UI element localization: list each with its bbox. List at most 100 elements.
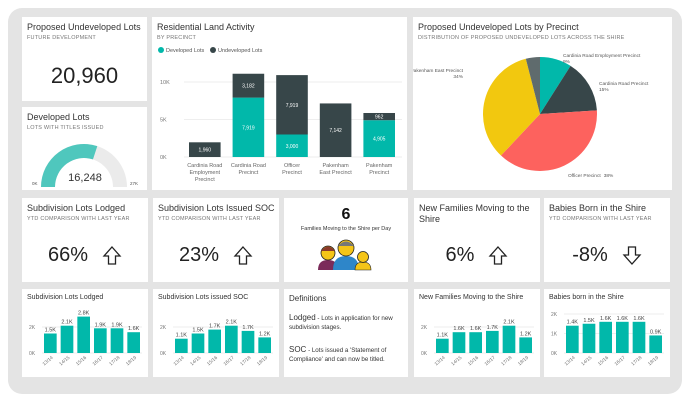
developed-lots-gauge-card[interactable]: Developed Lots LOTS WITH TITLES ISSUED 1… bbox=[22, 107, 147, 190]
legend-undeveloped-swatch bbox=[210, 47, 216, 53]
data-label: 1.5K bbox=[45, 328, 57, 334]
card-title: Developed Lots bbox=[27, 112, 90, 122]
bar[interactable] bbox=[208, 329, 221, 353]
data-label: 2.8K bbox=[78, 311, 90, 317]
x-tick: 14/15 bbox=[189, 355, 202, 368]
bar[interactable] bbox=[616, 321, 629, 353]
bar[interactable] bbox=[582, 323, 596, 353]
bar[interactable] bbox=[127, 332, 140, 353]
data-label: 1.7K bbox=[242, 325, 254, 331]
mini-bar-chart[interactable]: Subdivision Lots Lodged 0K 2K 1.5K 13/14 2.1K… bbox=[22, 289, 148, 377]
gauge-min: 0K bbox=[32, 181, 38, 186]
family-icon bbox=[318, 239, 372, 271]
data-label: 4,905 bbox=[373, 137, 386, 143]
bar[interactable] bbox=[191, 333, 205, 354]
bar-segment[interactable] bbox=[363, 120, 395, 157]
bar[interactable] bbox=[566, 325, 579, 353]
chart-title: Subdivision Lots issued SOC bbox=[158, 294, 249, 301]
bar[interactable] bbox=[241, 330, 255, 353]
pie-slice[interactable] bbox=[540, 65, 597, 114]
pie-slice[interactable] bbox=[483, 58, 540, 156]
pie-slice[interactable] bbox=[540, 57, 571, 114]
bar[interactable] bbox=[77, 316, 90, 353]
bar[interactable] bbox=[632, 321, 646, 353]
bar[interactable] bbox=[175, 338, 188, 353]
y-tick: 0K bbox=[160, 351, 167, 357]
x-tick: 18/19 bbox=[647, 355, 660, 368]
data-label: 1.5K bbox=[583, 318, 595, 324]
bar[interactable] bbox=[452, 332, 466, 353]
y-tick: 10K bbox=[160, 80, 170, 86]
legend-developed-swatch bbox=[158, 47, 164, 53]
bar[interactable] bbox=[94, 328, 107, 353]
data-label: 3,000 bbox=[286, 144, 299, 150]
x-tick: 15/16 bbox=[597, 355, 610, 368]
x-tick: 14/15 bbox=[450, 355, 463, 368]
mini-bar-chart[interactable]: Subdivision Lots issued SOC 0K 2K 1.1K 13/14… bbox=[153, 289, 279, 377]
bar-segment[interactable] bbox=[363, 112, 395, 121]
data-label: 1.6K bbox=[128, 326, 140, 332]
bar[interactable] bbox=[649, 335, 662, 353]
mini-bar-chart[interactable]: New Families Moving to the Shire 0K 2K 1.1K… bbox=[414, 289, 540, 377]
y-tick: 2K bbox=[160, 325, 167, 331]
bar[interactable] bbox=[486, 330, 499, 353]
x-tick: 15/16 bbox=[467, 355, 480, 368]
bar[interactable] bbox=[258, 337, 271, 353]
x-tick: 14/15 bbox=[580, 355, 593, 368]
mini-bar-chart[interactable]: Babies born in the Shire 0K 1K 2K 1.4K 13/14 1… bbox=[544, 289, 670, 377]
pie-slice[interactable] bbox=[500, 110, 597, 172]
bar-segment[interactable] bbox=[276, 75, 308, 135]
bar-segment[interactable] bbox=[232, 97, 265, 157]
kpi-card[interactable]: Babies Born in the Shire YTD COMPARISON … bbox=[544, 198, 670, 282]
kpi-card[interactable]: Subdivision Lots Issued SOC YTD COMPARIS… bbox=[153, 198, 279, 282]
kpi-subtitle: YTD COMPARISON WITH LAST YEAR bbox=[27, 216, 130, 222]
bar[interactable] bbox=[44, 333, 57, 354]
bar[interactable] bbox=[599, 321, 612, 353]
slice-label: Officer Precinct 38% bbox=[568, 173, 614, 179]
arrow-up-icon bbox=[233, 246, 253, 265]
card-title: Proposed Undeveloped Lots bbox=[27, 22, 141, 32]
definition-soc: SOC - Lots issued a 'Statement of Compli… bbox=[289, 345, 404, 364]
bar-segment[interactable] bbox=[232, 73, 265, 98]
bar[interactable] bbox=[502, 325, 516, 353]
undeveloped-lots-pie-chart[interactable]: Proposed Undeveloped Lots by Precinct DI… bbox=[413, 17, 672, 190]
legend-developed[interactable]: Developed Lots bbox=[166, 48, 204, 54]
families-per-day-card[interactable]: 6 Families Moving to the Shire per Day bbox=[284, 198, 408, 282]
x-tick: 16/17 bbox=[614, 355, 627, 368]
data-label: 1.4K bbox=[567, 320, 579, 326]
bar[interactable] bbox=[436, 338, 449, 353]
slice-label: Cardinia Road Precinct 15% bbox=[599, 81, 649, 93]
bar-segment[interactable] bbox=[319, 103, 352, 157]
chart-title: New Families Moving to the Shire bbox=[419, 294, 524, 301]
legend-undeveloped[interactable]: Undeveloped Lots bbox=[218, 48, 263, 54]
chart-title: Residential Land Activity bbox=[157, 22, 255, 32]
data-label: 1.7K bbox=[209, 324, 221, 330]
chart-subtitle: BY PRECINCT bbox=[157, 35, 197, 41]
bar[interactable] bbox=[110, 328, 124, 353]
data-label: 1.7K bbox=[487, 325, 499, 331]
x-tick: 15/16 bbox=[75, 355, 88, 368]
bar-segment[interactable] bbox=[189, 142, 221, 157]
kpi-card[interactable]: New Families Moving to the Shire 6% bbox=[414, 198, 540, 282]
definition-text: - Lots in application for new subdivisio… bbox=[289, 315, 393, 331]
kpi-title: New Families Moving to the Shire bbox=[419, 203, 530, 224]
bar[interactable] bbox=[60, 325, 74, 353]
data-label: 2.1K bbox=[61, 320, 73, 326]
x-tick: 17/18 bbox=[108, 355, 121, 368]
bar[interactable] bbox=[519, 337, 532, 353]
kpi-card[interactable]: Subdivision Lots Lodged YTD COMPARISON W… bbox=[22, 198, 148, 282]
bar[interactable] bbox=[225, 325, 238, 353]
residential-land-activity-chart[interactable]: Residential Land Activity BY PRECINCT De… bbox=[152, 17, 407, 190]
x-tick: 13/14 bbox=[42, 355, 55, 368]
proposed-lots-card[interactable]: Proposed Undeveloped Lots FUTURE DEVELOP… bbox=[22, 17, 147, 101]
data-label: 3,182 bbox=[242, 84, 255, 90]
kpi-value: -8% bbox=[572, 244, 608, 266]
bar-segment[interactable] bbox=[276, 134, 308, 158]
data-label: 1.6K bbox=[633, 316, 645, 322]
kpi-title: Subdivision Lots Lodged bbox=[27, 203, 126, 213]
data-label: 1.1K bbox=[176, 333, 188, 339]
pie-slice[interactable] bbox=[525, 57, 540, 114]
bar[interactable] bbox=[469, 332, 482, 353]
arrow-up-icon bbox=[489, 246, 508, 265]
kpi-value: 6% bbox=[445, 244, 475, 266]
